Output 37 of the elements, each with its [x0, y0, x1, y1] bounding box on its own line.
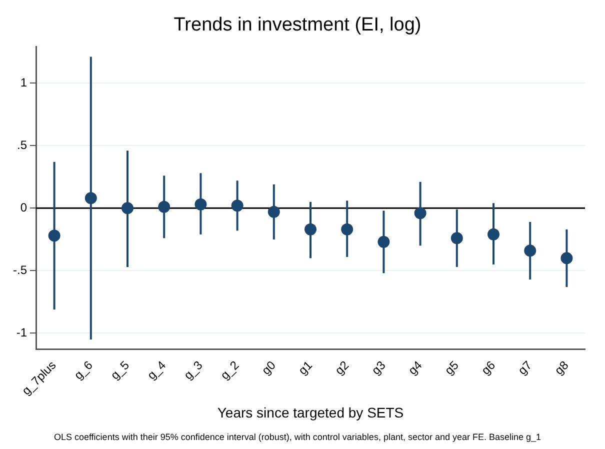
y-tick-label: -.5 [12, 263, 28, 278]
x-tick-label: g5 [442, 358, 462, 378]
x-tick-label: g2 [332, 358, 352, 378]
point [378, 236, 390, 248]
point [231, 200, 244, 212]
point [304, 223, 316, 236]
x-tick-label: g0 [259, 358, 279, 378]
x-tick-label: g8 [552, 358, 572, 378]
point [122, 202, 134, 214]
x-tick-label: g4 [405, 358, 425, 378]
x-tick-label: g_3 [181, 358, 206, 382]
point [524, 244, 536, 257]
point [158, 200, 170, 213]
y-tick-label: 0 [20, 200, 28, 214]
y-tick-label: -1 [16, 326, 28, 340]
x-tick-label: g_6 [71, 358, 96, 382]
point [450, 232, 463, 244]
point [84, 192, 97, 204]
chart-title: Trends in investment (EI, log) [174, 14, 422, 36]
x-tick-label: g6 [478, 358, 498, 378]
x-tick-label: g_4 [144, 358, 169, 382]
x-axis-title: Years since targeted by SETS [217, 404, 404, 421]
x-tick-label: g_2 [218, 358, 242, 382]
point [414, 207, 426, 220]
x-tick-label: g7 [515, 358, 535, 378]
point [488, 228, 500, 240]
x-tick-label: g_5 [108, 358, 132, 382]
x-tick-label: g1 [296, 358, 316, 378]
point [560, 252, 573, 264]
y-tick-label: 1 [20, 75, 28, 90]
point [268, 206, 280, 218]
point [341, 223, 354, 236]
text: OLS coefficients with their 95% confidence interval (robust), with control variables, plant, sector and year FE. Baseline g_1 [54, 432, 542, 442]
y-tick-label: .5 [16, 138, 28, 152]
point [48, 230, 60, 242]
x-tick-label: g3 [368, 358, 388, 378]
point [194, 198, 207, 210]
